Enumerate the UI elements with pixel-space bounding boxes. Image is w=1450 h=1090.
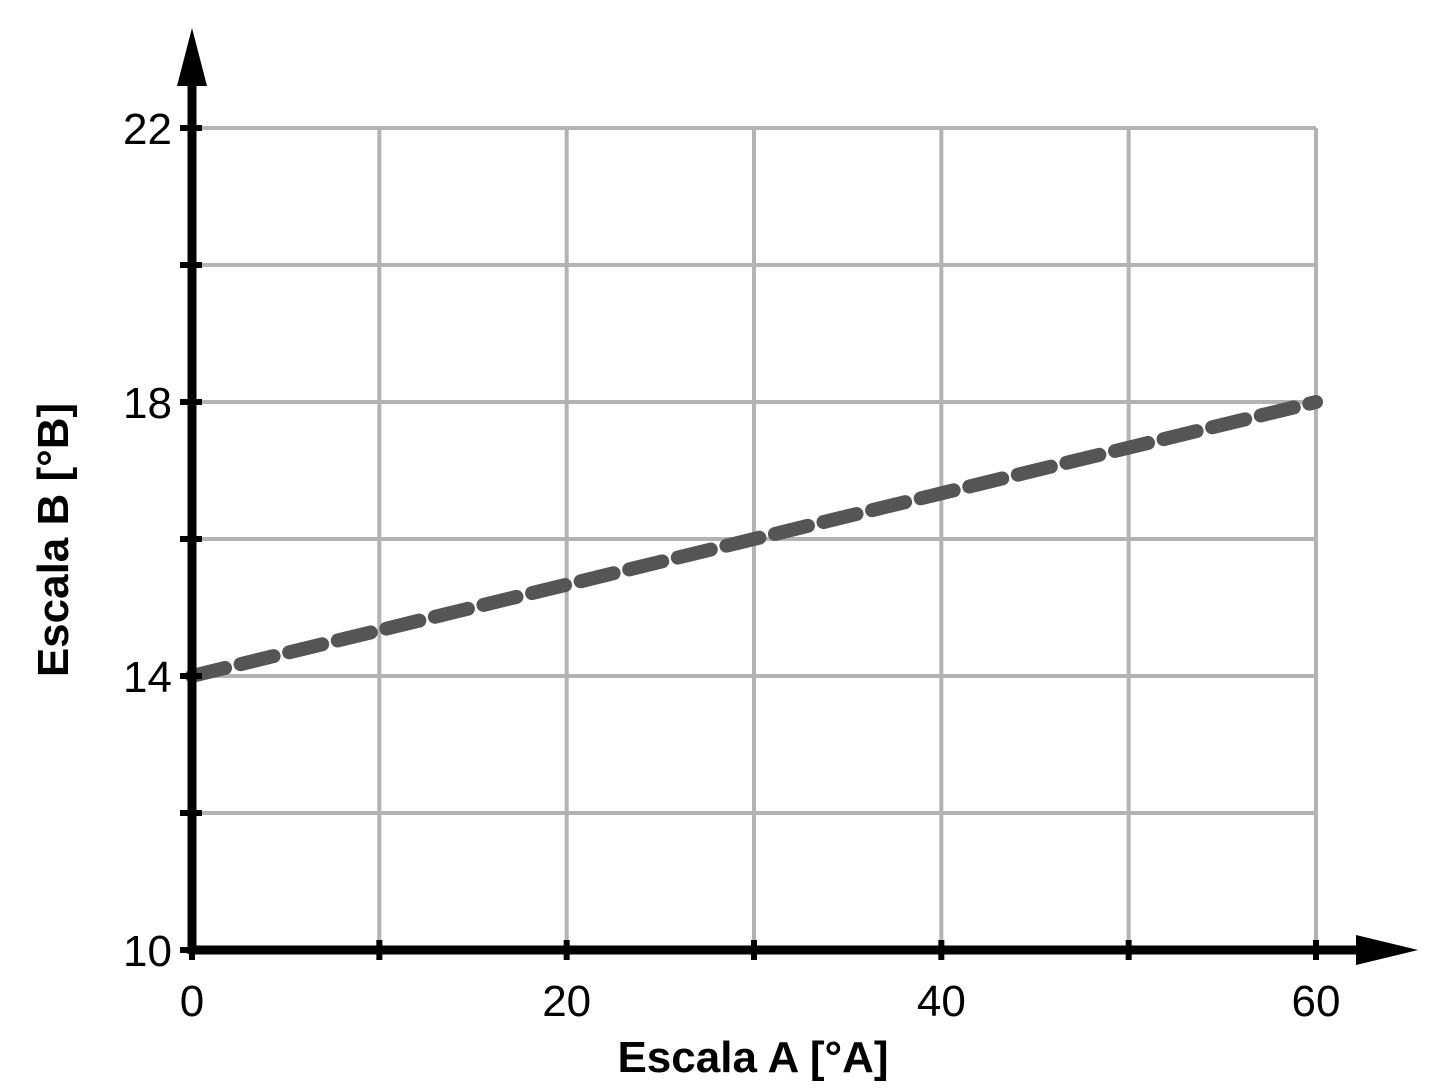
series-line [185, 395, 1323, 683]
x-axis-arrow [1356, 935, 1418, 965]
y-tick-label: 10 [123, 927, 172, 976]
y-axis-arrow [177, 28, 207, 86]
y-tick-label: 14 [123, 653, 172, 702]
series-layer [185, 395, 1323, 683]
y-axis-title: Escala B [°B] [29, 403, 78, 677]
ticks [180, 125, 1319, 960]
y-tick-label: 18 [123, 379, 172, 428]
x-axis-title: Escala A [°A] [617, 1033, 888, 1082]
grid-lines [190, 126, 1318, 952]
tick-labels: 0 20 40 60 10 14 18 22 [123, 105, 1340, 1026]
x-tick-label: 20 [542, 977, 591, 1026]
x-tick-label: 60 [1292, 977, 1341, 1026]
x-tick-label: 0 [180, 977, 204, 1026]
y-tick-label: 22 [123, 105, 172, 154]
x-tick-label: 40 [917, 977, 966, 1026]
axes [177, 28, 1418, 965]
